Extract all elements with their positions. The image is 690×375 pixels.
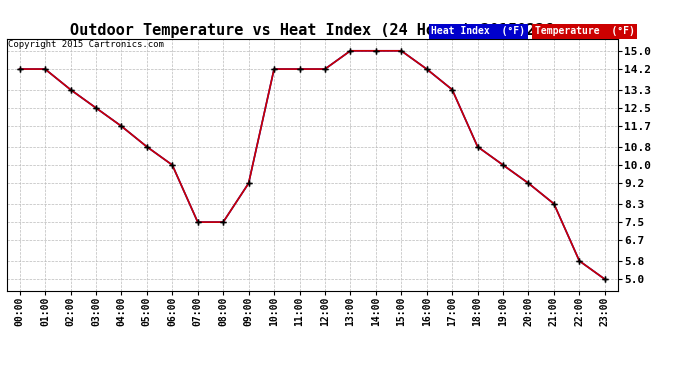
Text: Temperature  (°F): Temperature (°F) (535, 27, 635, 36)
Text: Copyright 2015 Cartronics.com: Copyright 2015 Cartronics.com (8, 40, 164, 49)
Title: Outdoor Temperature vs Heat Index (24 Hours) 20150226: Outdoor Temperature vs Heat Index (24 Ho… (70, 23, 554, 38)
Text: Heat Index  (°F): Heat Index (°F) (431, 27, 525, 36)
